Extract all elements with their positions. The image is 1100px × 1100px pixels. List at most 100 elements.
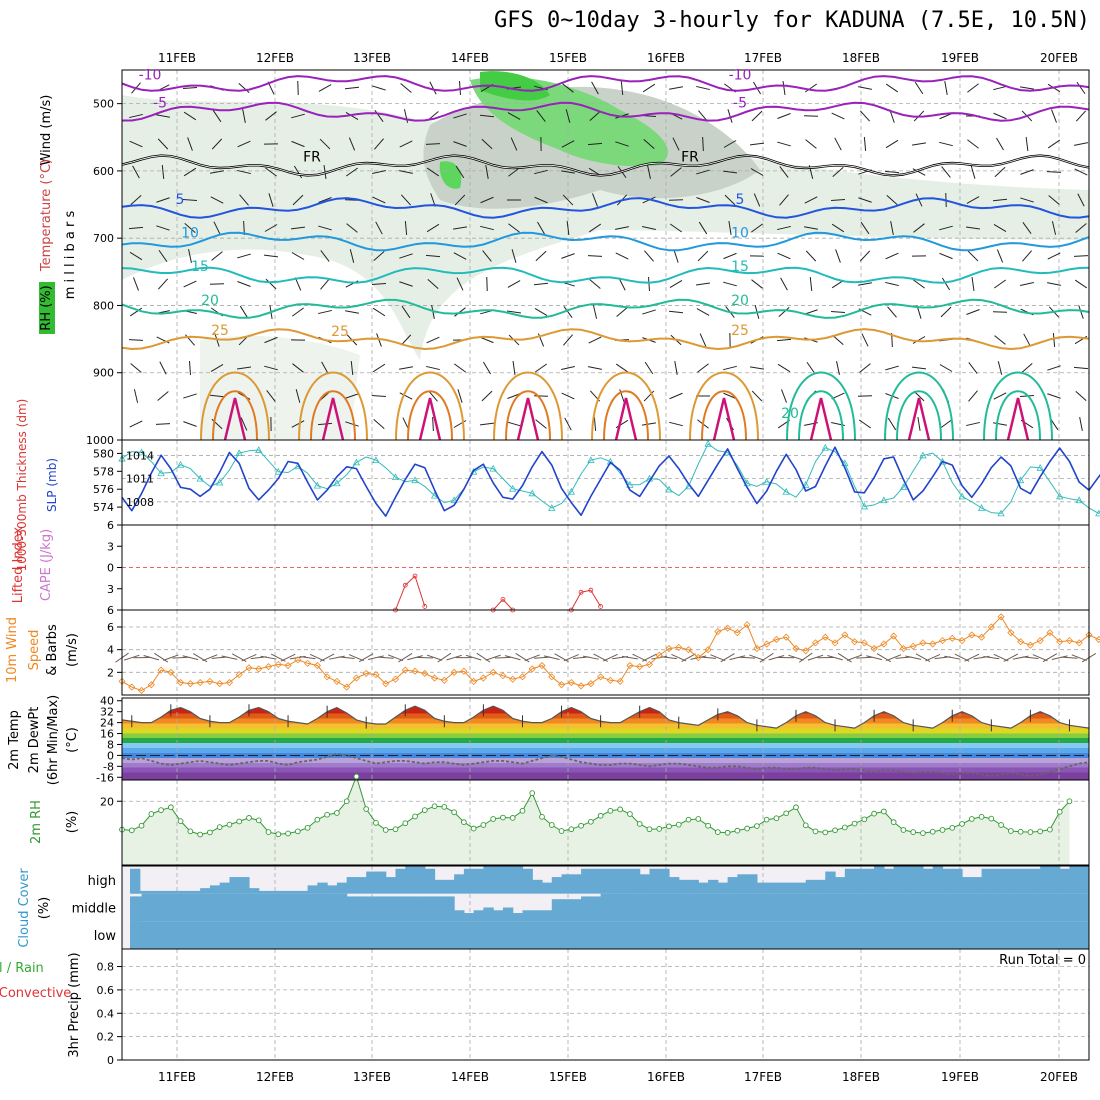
slp-marker — [1056, 492, 1064, 500]
wind-barb — [561, 253, 575, 259]
wind-speed-marker — [792, 644, 800, 653]
surface-wind-barb — [886, 654, 902, 662]
wind-barb — [479, 422, 495, 426]
wind-barb — [211, 138, 223, 150]
cloud-bar — [483, 907, 494, 922]
cloud-bar — [248, 888, 260, 894]
surface-wind-barb — [328, 655, 345, 660]
wind-barb — [401, 305, 411, 319]
cloud-bar — [473, 921, 485, 949]
wind-barb — [318, 197, 332, 203]
wind-barb — [592, 193, 598, 207]
cloud-bar — [375, 871, 387, 894]
slp-marker — [333, 479, 341, 487]
wind-barb — [345, 167, 359, 177]
wind-barb — [1078, 305, 1084, 319]
wind-barb — [1047, 365, 1061, 371]
wind-barb — [859, 363, 871, 373]
rh-marker — [773, 815, 780, 822]
cloud-bar — [581, 921, 592, 949]
wind-barb — [318, 84, 332, 92]
surface-wind-barb — [485, 654, 501, 661]
wind-barb — [183, 280, 197, 288]
wind-barb — [967, 83, 979, 93]
cloud-bar — [317, 882, 328, 894]
surface-wind-barb — [700, 656, 717, 659]
wind-speed-marker — [333, 677, 341, 685]
cloud-bar — [131, 921, 143, 949]
wind-barb — [426, 223, 440, 233]
wind-barb — [642, 83, 656, 93]
cloud-bar — [258, 893, 270, 922]
wind-speed-marker — [557, 681, 566, 689]
wind-speed-marker — [909, 642, 917, 650]
wind-barb — [804, 226, 818, 230]
axis-label-wind: Wind (m/s) — [39, 95, 54, 166]
isotherm — [121, 75, 1090, 92]
wind-barb — [561, 140, 575, 148]
cloud-bar — [883, 893, 895, 922]
surface-wind-barb — [798, 652, 813, 663]
boundary-layer-contour — [701, 390, 747, 441]
surface-wind-barb — [193, 653, 208, 663]
isotherm — [121, 328, 1090, 350]
axis-label-dewpt: 2m DewPt — [27, 707, 42, 774]
wind-barb — [372, 85, 386, 91]
slp-marker — [137, 448, 146, 456]
legend-convective: Convective — [0, 986, 71, 1001]
wind-barb — [642, 226, 656, 230]
wind-barb — [697, 250, 709, 262]
wind-barb — [485, 165, 489, 179]
cloud-bar — [708, 893, 719, 922]
cloud-bar — [581, 896, 592, 922]
wind-barb — [615, 226, 629, 230]
cloud-bar — [493, 921, 504, 949]
wind-speed-marker — [733, 629, 741, 637]
lifted-index-tick-label: 6 — [107, 604, 114, 617]
wind-speed-marker — [489, 668, 497, 676]
wind-barb — [184, 223, 196, 233]
rh-marker — [392, 826, 399, 833]
surface-wind-barb — [1042, 653, 1058, 663]
rh-marker — [890, 819, 897, 825]
surface-wind-barb — [720, 653, 735, 663]
cloud-bar — [727, 893, 738, 922]
rh-marker — [802, 822, 809, 829]
boundary-layer-contour — [983, 371, 1053, 441]
wind-barb — [993, 392, 1007, 400]
wind-barb — [399, 281, 413, 287]
cloud-bar — [932, 921, 944, 949]
rh-marker — [871, 810, 877, 817]
wind-barb — [643, 139, 655, 149]
cloud-bar — [405, 866, 416, 894]
wind-barb — [723, 281, 737, 287]
slp-tick-label: 1011 — [126, 473, 154, 486]
cloud-bar — [1079, 921, 1089, 949]
temp-tick-label: 32 — [100, 706, 114, 719]
wind-barb — [157, 138, 169, 150]
wind-barb — [291, 113, 305, 119]
axis-label-precip: 3hr Precip (mm) — [67, 952, 82, 1057]
wind-barb — [965, 226, 981, 230]
cloud-bar — [405, 921, 416, 949]
cloud-bar — [327, 893, 338, 922]
rh-marker — [1037, 828, 1044, 835]
wind-barb — [885, 252, 899, 260]
cloud-bar — [581, 868, 592, 894]
boundary-layer-contour — [310, 390, 356, 441]
wind-barb — [672, 137, 680, 151]
rh-marker — [793, 804, 799, 811]
cloud-bar — [200, 893, 211, 922]
wind-speed-marker — [636, 663, 644, 671]
wind-barb — [780, 277, 788, 291]
wind-barb — [593, 416, 597, 432]
isotherm-label: -10 — [139, 67, 162, 83]
wind-barb — [944, 81, 948, 95]
wind-speed-marker — [431, 674, 439, 682]
wind-barb — [155, 423, 171, 425]
wind-barb — [237, 140, 251, 148]
temp-tick-label: 0 — [107, 749, 114, 762]
wind-barb — [161, 164, 165, 180]
slp-marker — [802, 480, 810, 488]
cloud-bar — [288, 893, 299, 922]
